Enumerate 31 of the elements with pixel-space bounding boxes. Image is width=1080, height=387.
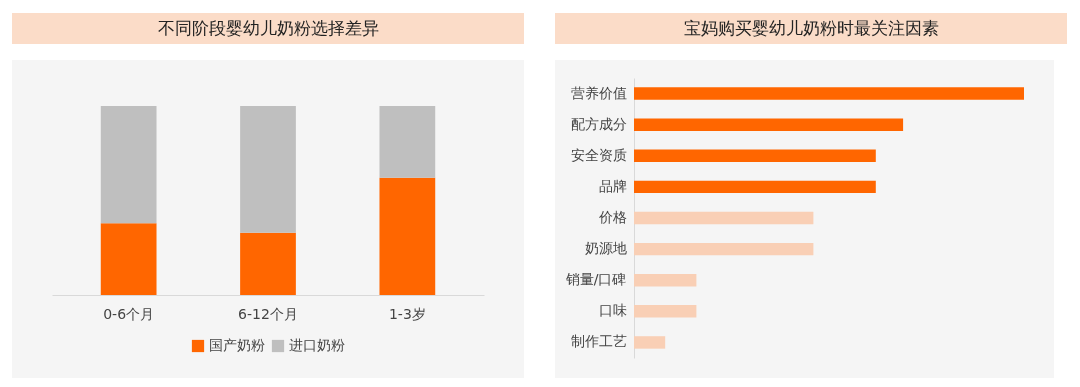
bar [634,274,697,287]
bar [240,106,296,233]
x-tick-label: 6-12个月 [238,305,298,322]
bar [240,232,296,295]
y-tick-label: 销量/口碑 [564,271,627,288]
y-tick-label: 口味 [598,302,627,319]
bar [634,336,666,349]
chart-title: 不同阶段婴幼儿奶粉选择差异 [12,13,524,44]
bar [634,180,876,194]
y-tick-label: 制作工艺 [570,333,627,350]
x-tick-label: 1-3岁 [388,305,426,322]
bar [634,87,1024,100]
x-tick-label: 0-6个月 [103,305,155,322]
y-tick-label: 品牌 [598,177,627,194]
legend-label: 国产奶粉 [209,337,265,353]
bar [379,177,436,295]
y-tick-label: 价格 [597,209,627,225]
bar [634,118,904,131]
y-tick-label: 奶源地 [584,240,627,257]
y-tick-label: 营养价值 [570,84,627,101]
bar [379,106,436,178]
chart-title: 宝妈购买婴幼儿奶粉时最关注因素 [555,13,1067,44]
bar [634,211,814,225]
bar [634,305,697,318]
y-tick-label: 配方成分 [570,115,627,132]
bar [634,149,876,162]
bar [100,223,157,295]
y-tick-label: 安全资质 [570,146,627,163]
bar [634,242,814,256]
legend-label: 进口奶粉 [289,337,345,353]
bar [100,106,157,224]
